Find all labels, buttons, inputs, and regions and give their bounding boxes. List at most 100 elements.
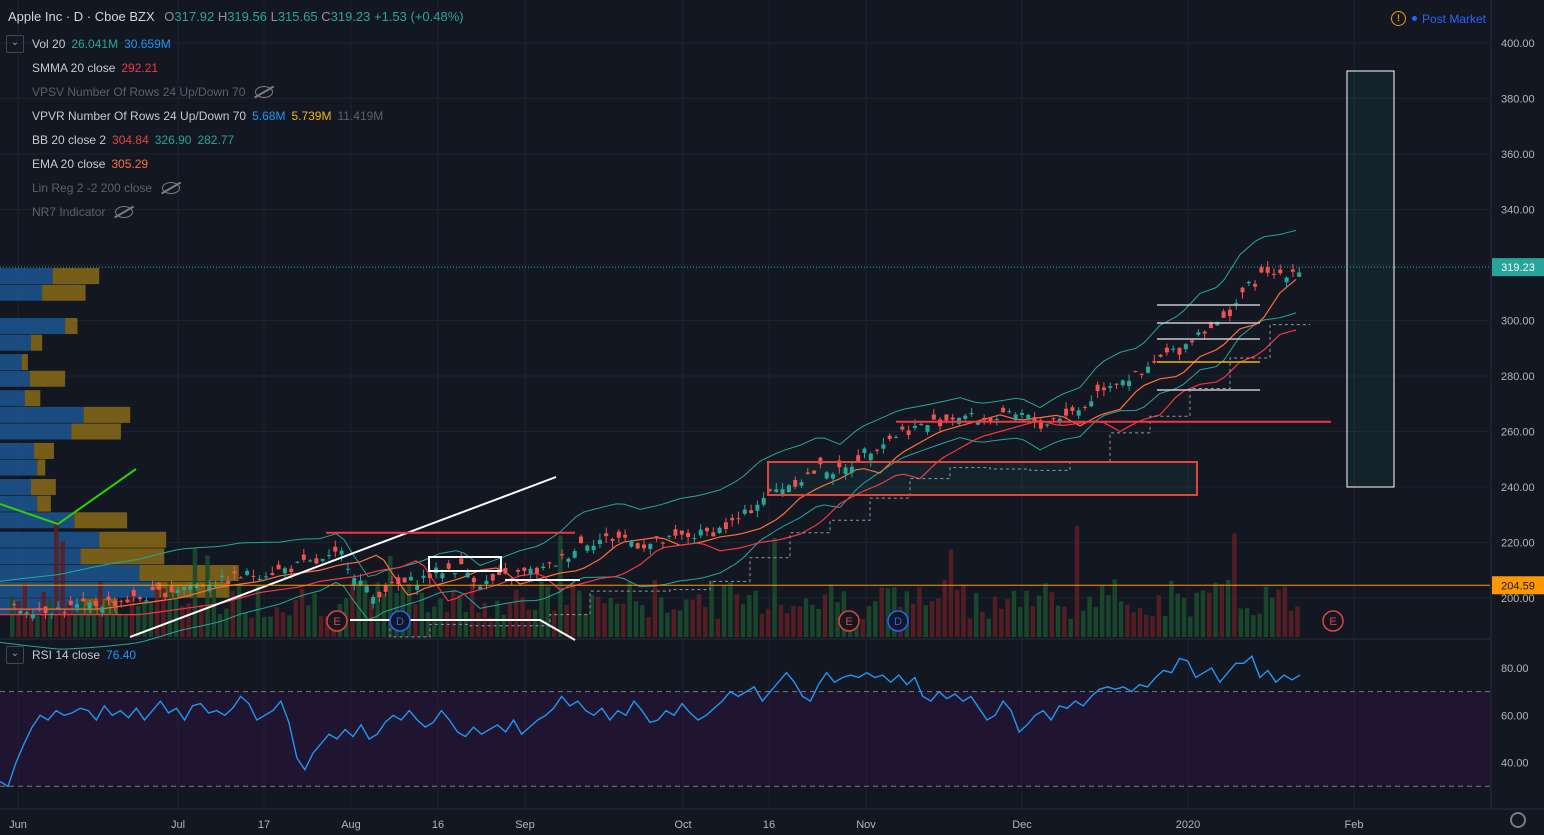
volume-bar: [1188, 616, 1193, 637]
candle-body: [301, 554, 306, 560]
volume-bar: [564, 604, 569, 637]
volume-bar: [992, 596, 998, 637]
time-tick-label: Jun: [9, 819, 27, 831]
indicator-value: 26.041M: [71, 37, 119, 51]
candle-body: [352, 578, 357, 585]
indicator-value: 5.739M: [291, 109, 332, 123]
vpvr-up-bar: [0, 334, 31, 351]
volume-bar: [999, 608, 1004, 637]
price-tick-label: 260.00: [1501, 427, 1535, 439]
volume-bar: [262, 616, 267, 637]
candle-body: [87, 602, 92, 610]
candle-body: [1164, 347, 1169, 353]
rsi-name: RSI 14 close: [32, 648, 101, 662]
volume-bar: [910, 603, 916, 637]
change-value: +1.53 (+0.48%): [374, 9, 464, 24]
post-market-badge[interactable]: ! Post Market: [1390, 11, 1486, 26]
candle-body: [1020, 412, 1024, 415]
vpvr-up-bar: [0, 390, 25, 407]
volume-bar: [1225, 579, 1231, 637]
eye-hidden-icon[interactable]: [115, 206, 134, 218]
volume-bar: [1018, 606, 1023, 637]
legend-row[interactable]: VPSV Number Of Rows 24 Up/Down 70: [6, 80, 389, 104]
candle-body: [377, 591, 382, 598]
legend-row[interactable]: Lin Reg 2 -2 200 close: [6, 176, 389, 200]
volume-bar: [778, 604, 784, 637]
marker-letter: E: [845, 616, 852, 628]
time-tick-label: Aug: [341, 819, 361, 831]
candle-body: [125, 599, 130, 603]
candle-body: [667, 535, 672, 537]
candle-body: [553, 565, 558, 567]
time-tick-label: Oct: [674, 819, 691, 831]
dot-icon: [1411, 16, 1417, 21]
candle-body: [642, 544, 646, 549]
legend-row[interactable]: EMA 20 close 305.29: [6, 152, 389, 176]
candle-body: [793, 479, 798, 487]
volume-bar: [1213, 582, 1218, 637]
post-market-label: Post Market: [1421, 11, 1486, 26]
candle-body: [1070, 407, 1075, 411]
volume-bar: [690, 599, 695, 637]
volume-bar: [1030, 605, 1036, 637]
candle-body: [686, 532, 691, 538]
rsi-legend: ⌄ RSI 14 close 76.40: [6, 646, 136, 664]
candle-body: [591, 545, 596, 551]
legend-row[interactable]: SMMA 20 close 292.21: [6, 56, 389, 80]
volume-bar: [66, 602, 72, 637]
marker-letter: E: [333, 616, 340, 628]
support-price-tag: [1492, 576, 1544, 595]
volume-bar: [860, 618, 865, 637]
candle-body: [490, 574, 495, 581]
volume-bar: [791, 605, 796, 637]
bb-lower-line: [0, 312, 1297, 650]
vpvr-down-bar: [139, 565, 239, 582]
volume-bar: [1093, 607, 1099, 637]
candle-body: [805, 472, 810, 474]
candle-body: [1146, 366, 1150, 373]
candle-body: [119, 600, 124, 602]
candle-body: [975, 422, 980, 425]
candle-body: [988, 417, 993, 423]
candle-body: [1095, 384, 1100, 392]
candle-body: [1089, 401, 1094, 407]
legend-row[interactable]: NR7 Indicator: [6, 200, 389, 224]
collapse-toggle-icon[interactable]: ⌄: [6, 35, 24, 53]
gear-icon[interactable]: [1510, 812, 1526, 828]
ohlc-readout: O317.92 H319.56 L315.65 C319.23 +1.53 (+…: [164, 9, 464, 24]
time-tick-label: Nov: [856, 819, 876, 831]
volume-bar: [224, 608, 229, 637]
legend-row[interactable]: BB 20 close 2 304.84 326.90 282.77: [6, 128, 389, 152]
collapse-toggle-icon[interactable]: ⌄: [6, 646, 24, 664]
volume-bar: [797, 606, 802, 637]
support-price-label: 204.59: [1501, 580, 1535, 592]
volume-bar: [167, 581, 172, 637]
volume-bar: [539, 581, 544, 637]
candle-body: [698, 529, 703, 536]
indicator-name: VPVR Number Of Rows 24 Up/Down 70: [32, 109, 247, 123]
candle-body: [1001, 407, 1006, 413]
volume-bar: [709, 580, 714, 637]
indicator-name: EMA 20 close: [32, 157, 106, 171]
candle-body: [484, 580, 489, 585]
eye-hidden-icon[interactable]: [162, 182, 181, 194]
volume-bar: [1282, 586, 1288, 637]
indicator-value: 292.21: [121, 61, 159, 75]
eye-hidden-icon[interactable]: [255, 86, 274, 98]
volume-bar: [1137, 607, 1143, 637]
indicator-name: SMMA 20 close: [32, 61, 116, 75]
legend-row[interactable]: VPVR Number Of Rows 24 Up/Down 70 5.68M 5.…: [6, 104, 389, 128]
volume-bar: [1005, 599, 1010, 637]
volume-bar: [255, 585, 261, 637]
legend-row[interactable]: ⌄ Vol 20 26.041M 30.659M: [6, 32, 389, 56]
candle-body: [219, 575, 224, 577]
volume-bar: [532, 609, 538, 637]
candle-body: [541, 566, 546, 568]
candle-body: [566, 558, 571, 562]
volume-bar: [866, 606, 872, 637]
volume-bar: [117, 613, 122, 637]
candle-body: [1158, 354, 1163, 357]
symbol-title[interactable]: Apple Inc · D · Cboe BZX: [8, 9, 155, 24]
vpvr-down-bar: [99, 531, 167, 548]
